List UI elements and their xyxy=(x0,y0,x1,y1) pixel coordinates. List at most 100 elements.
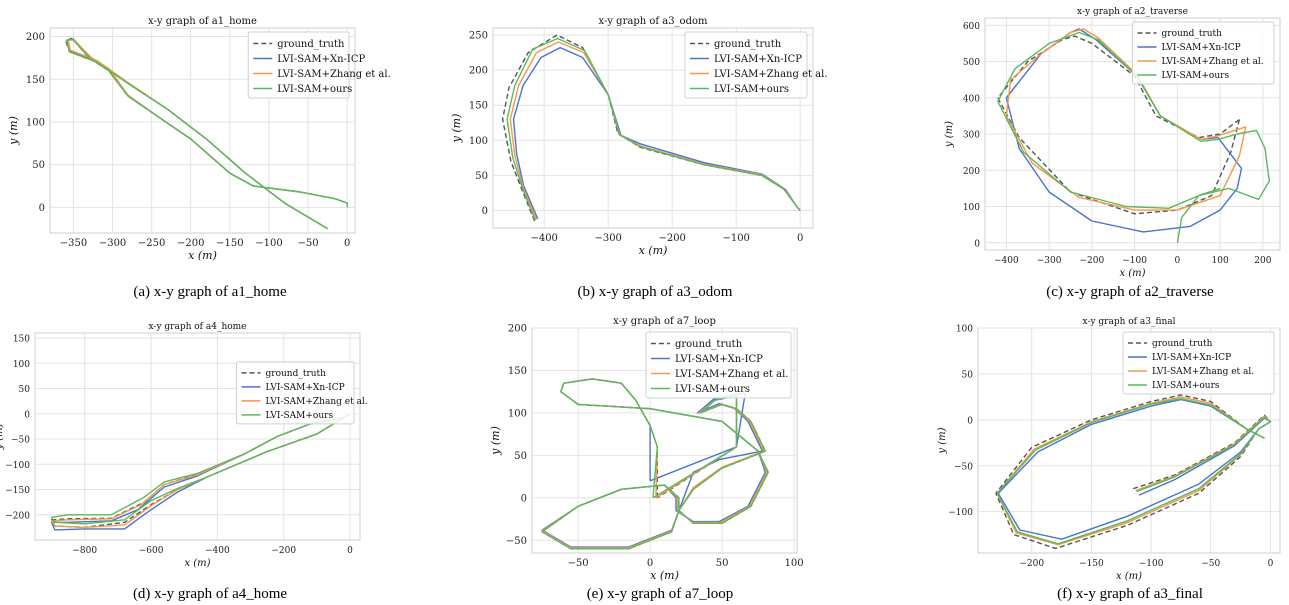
x-tick-label: −200 xyxy=(271,546,296,556)
y-tick-label: −150 xyxy=(5,486,30,496)
y-axis-label: y (m) xyxy=(937,427,948,454)
legend: ground_truth LVI-SAM+Xn-ICP LVI-SAM+Zhang … xyxy=(684,31,828,99)
legend-entry: LVI-SAM+Xn-ICP xyxy=(266,383,345,393)
y-tick-label: 150 xyxy=(508,366,527,377)
x-tick-label: 100 xyxy=(1212,256,1229,266)
y-tick-label: 500 xyxy=(963,58,980,68)
y-tick-label: 200 xyxy=(469,66,488,77)
y-tick-label: 150 xyxy=(469,101,488,112)
y-tick-label: 0 xyxy=(24,410,30,420)
x-tick-label: −400 xyxy=(205,546,230,556)
chart-svg-a2: −400 −300 −200 −100 0 100 200 0 100 200 300 400 500 6… xyxy=(944,7,1281,279)
chart-panel-a1-home: −350 −300 −250 −200 −150 −100 −50 0 0 50 100 150 200… xyxy=(5,14,391,273)
y-tick-label: 50 xyxy=(475,171,488,182)
y-tick-label: 400 xyxy=(963,94,980,104)
caption-b: (b) x-y graph of a3_odom xyxy=(577,284,733,300)
y-tick-label: 250 xyxy=(469,31,488,42)
x-tick-label: 0 xyxy=(347,546,353,556)
x-tick-label: −50 xyxy=(1201,559,1220,569)
chart-svg-a4: −800 −600 −400 −200 0 −200 −150 −100 −50 0 50 100 15… xyxy=(0,322,368,569)
legend-entry: LVI-SAM+Xn-ICP xyxy=(675,354,763,365)
legend-entry: ground_truth xyxy=(1152,339,1213,349)
legend: ground_truth LVI-SAM+Xn-ICP LVI-SAM+Zhang … xyxy=(645,331,792,399)
caption-f: (f) x-y graph of a3_final xyxy=(1057,586,1203,602)
x-tick-label: 0 xyxy=(344,238,350,249)
x-tick-label: −300 xyxy=(1037,256,1062,266)
legend-entry: LVI-SAM+Xn-ICP xyxy=(714,54,802,65)
chart-title: x-y graph of a2_traverse xyxy=(1077,7,1188,17)
x-tick-label: −100 xyxy=(255,238,282,249)
y-tick-label: 600 xyxy=(963,22,980,32)
x-tick-label: −150 xyxy=(1079,559,1104,569)
x-axis-label: x (m) xyxy=(184,558,210,569)
caption-c: (c) x-y graph of a2_traverse xyxy=(1046,284,1214,300)
chart-title: x-y graph of a3_odom xyxy=(599,16,709,27)
x-tick-label: −400 xyxy=(994,256,1019,266)
x-tick-label: −100 xyxy=(1122,256,1147,266)
y-axis-label: y (m) xyxy=(944,121,955,148)
chart-svg-a1: −350 −300 −250 −200 −150 −100 −50 0 0 50 100 150 200… xyxy=(7,16,391,262)
series-line-ours xyxy=(541,378,769,550)
chart-title: x-y graph of a4_home xyxy=(148,322,246,332)
legend: ground_truth LVI-SAM+Xn-ICP LVI-SAM+Zhang … xyxy=(1132,21,1275,85)
x-tick-label: −200 xyxy=(658,233,685,244)
y-axis-label: y (m) xyxy=(450,114,463,144)
x-axis-label: x (m) xyxy=(639,244,668,257)
x-axis-label: x (m) xyxy=(650,569,679,582)
x-tick-label: −200 xyxy=(1080,256,1105,266)
chart-title: x-y graph of a3_final xyxy=(1083,317,1176,327)
series-line-ours xyxy=(50,413,351,525)
legend-entry: LVI-SAM+ours xyxy=(714,84,789,95)
legend-entry: LVI-SAM+ours xyxy=(1152,381,1220,391)
y-tick-label: 150 xyxy=(13,335,30,345)
x-tick-label: −600 xyxy=(139,546,164,556)
y-tick-label: 200 xyxy=(963,167,980,177)
x-tick-label: −200 xyxy=(177,238,204,249)
x-axis-label: x (m) xyxy=(188,249,217,262)
y-tick-label: 100 xyxy=(956,325,973,335)
x-tick-label: 200 xyxy=(1254,256,1271,266)
legend-box xyxy=(1132,21,1275,85)
y-tick-label: 50 xyxy=(962,370,974,380)
legend-entry: LVI-SAM+Xn-ICP xyxy=(1152,353,1231,363)
y-tick-label: −100 xyxy=(5,461,30,471)
chart-panel-a7-loop: −50 0 50 100 −50 0 50 100 150 200 x-y graph of a7_… xyxy=(487,314,807,593)
y-axis-label: y (m) xyxy=(7,116,20,146)
x-axis-label: x (m) xyxy=(1119,268,1145,279)
legend: ground_truth LVI-SAM+Xn-ICP LVI-SAM+Zhang … xyxy=(1122,331,1275,395)
x-tick-label: 100 xyxy=(785,558,804,569)
y-tick-label: −100 xyxy=(948,508,973,518)
caption-e: (e) x-y graph of a7_loop xyxy=(586,586,734,602)
y-tick-label: 50 xyxy=(19,385,31,395)
y-axis-label: y (m) xyxy=(0,423,5,450)
legend-box xyxy=(247,31,350,99)
y-tick-label: 200 xyxy=(508,324,527,335)
x-tick-label: 0 xyxy=(797,233,803,244)
chart-title: x-y graph of a7_loop xyxy=(613,316,716,327)
chart-panel-a3-odom: −400 −300 −200 −100 0 0 50 100 150 200 250 x-y grap… xyxy=(448,14,828,268)
x-tick-label: −300 xyxy=(99,238,126,249)
y-tick-label: 100 xyxy=(469,136,488,147)
y-tick-label: 0 xyxy=(521,493,527,504)
legend-entry: LVI-SAM+ours xyxy=(675,384,750,395)
y-axis-label: y (m) xyxy=(489,426,502,456)
legend-entry: LVI-SAM+Zhang et al. xyxy=(675,369,789,380)
x-tick-label: −100 xyxy=(1139,559,1164,569)
legend-entry: ground_truth xyxy=(714,39,782,50)
y-tick-label: −50 xyxy=(11,436,30,446)
y-tick-label: 0 xyxy=(967,416,973,426)
legend-box xyxy=(684,31,808,99)
y-tick-label: 100 xyxy=(963,203,980,213)
chart-svg-a7: −50 0 50 100 −50 0 50 100 150 200 x-y graph of a7_… xyxy=(489,316,804,582)
x-tick-label: −200 xyxy=(1019,559,1044,569)
legend-entry: LVI-SAM+Xn-ICP xyxy=(1162,43,1241,53)
legend-box xyxy=(236,361,355,425)
legend-entry: LVI-SAM+ours xyxy=(1162,71,1230,81)
legend-entry: ground_truth xyxy=(675,339,743,350)
y-tick-label: 100 xyxy=(13,360,30,370)
series-line-ground_truth xyxy=(995,394,1272,550)
x-tick-label: −350 xyxy=(60,238,87,249)
caption-a: (a) x-y graph of a1_home xyxy=(133,284,287,300)
x-tick-label: −300 xyxy=(594,233,621,244)
x-tick-label: −100 xyxy=(722,233,749,244)
